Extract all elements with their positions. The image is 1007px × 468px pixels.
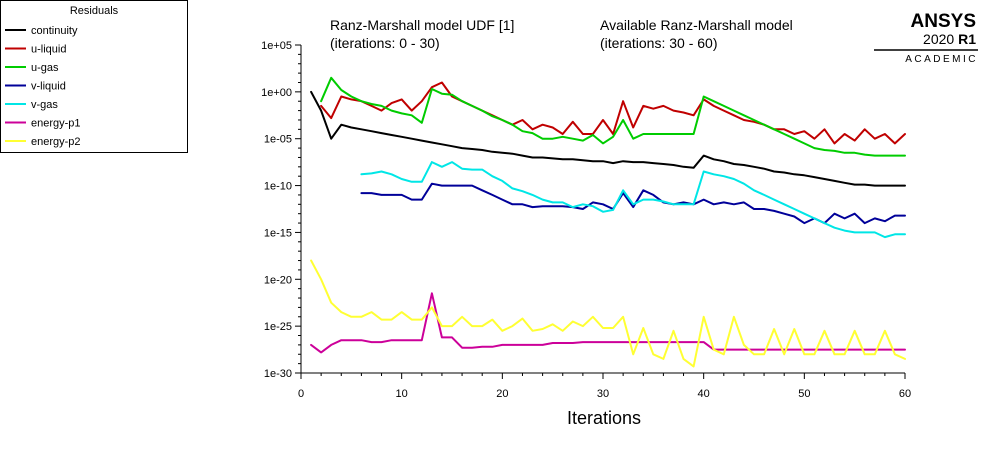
annotation-available-line1: Available Ranz-Marshall model [600,17,793,33]
legend-label-energy-p1: energy-p1 [31,118,81,130]
series-line-u-gas [320,76,906,157]
legend-items: continuity u-liquid u-gas v-liquid v-gas ener… [5,25,81,148]
logo-version: 2020 R1 [923,31,976,47]
logo-version-year: 2020 [923,31,954,47]
annotation-available-line2: (iterations: 30 - 60) [600,35,718,51]
series-line-energy-p2 [310,259,906,368]
y-tick-label: 1e-10 [264,181,292,193]
series-line-v-gas [360,161,906,239]
annotation-udf-line1: Ranz-Marshall model UDF [1] [330,17,514,33]
legend-label-v-gas: v-gas [31,99,58,111]
y-tick-label: 1e+05 [261,40,292,52]
y-tick-label: 1e-15 [264,227,292,239]
ansys-logo: ANSYS 2020 R1 ACADEMIC [874,11,978,65]
y-tick-label: 1e+00 [261,87,292,99]
y-tick-label: 1e-30 [264,368,292,380]
series-layer [310,76,906,368]
x-axis-title: Iterations [567,408,641,428]
axes: 1e+05 1e+00 1e-05 1e-10 1e-15 1e-20 1e-25 1e-30… [261,40,911,428]
y-axis-ticks: 1e+05 1e+00 1e-05 1e-10 1e-15 1e-20 1e-25 1e-30 [261,40,301,380]
y-tick-label: 1e-20 [264,274,292,286]
series-line-energy-p1 [310,292,906,354]
series-line-u-liquid [320,81,906,145]
legend-label-u-liquid: u-liquid [31,44,66,56]
x-tick-label: 40 [698,388,710,400]
series-line-continuity [310,90,906,187]
legend-label-continuity: continuity [31,25,78,37]
x-tick-label: 0 [298,388,304,400]
legend-label-u-gas: u-gas [31,62,59,74]
x-tick-label: 50 [798,388,810,400]
legend-box [0,0,188,153]
annotation-udf-line2: (iterations: 0 - 30) [330,35,440,51]
legend-title: Residuals [70,5,119,17]
x-tick-label: 60 [899,388,911,400]
x-tick-label: 20 [496,388,508,400]
legend-label-v-liquid: v-liquid [31,81,66,93]
x-axis-ticks: 0 10 20 30 40 50 60 [298,373,911,400]
y-tick-label: 1e-05 [264,134,292,146]
logo-version-release: R1 [958,31,976,47]
x-tick-label: 10 [396,388,408,400]
x-tick-label: 30 [597,388,609,400]
annotations: Ranz-Marshall model UDF [1] (iterations:… [330,17,793,51]
legend-label-energy-p2: energy-p2 [31,136,81,148]
logo-edition: ACADEMIC [905,54,978,65]
legend: Residuals continuity u-liquid u-gas v-liqui… [0,0,188,153]
y-tick-label: 1e-25 [264,321,292,333]
logo-name: ANSYS [911,11,976,32]
